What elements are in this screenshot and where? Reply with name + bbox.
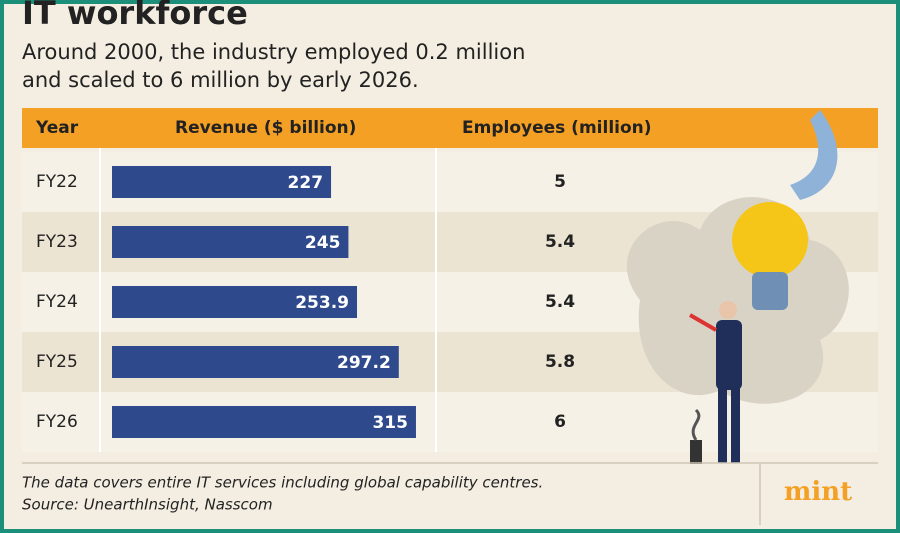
category-label: FY22 xyxy=(36,172,78,192)
source: Source: UnearthInsight, Nasscom xyxy=(22,496,273,514)
category-label: FY23 xyxy=(36,232,78,252)
category-label: FY24 xyxy=(36,292,78,312)
column-header: Employees (million) xyxy=(462,118,652,138)
value-label: 245 xyxy=(305,233,341,253)
value-label: 315 xyxy=(372,413,408,433)
value-label: 297.2 xyxy=(337,353,391,373)
column-header: Year xyxy=(35,118,79,138)
subtitle: Around 2000, the industry employed 0.2 m… xyxy=(22,40,525,64)
employees-value: 5 xyxy=(554,172,566,192)
illustration xyxy=(626,110,849,464)
bar xyxy=(112,226,349,258)
employees-value: 5.4 xyxy=(545,232,575,252)
subtitle: and scaled to 6 million by early 2026. xyxy=(22,68,419,92)
employees-value: 5.8 xyxy=(545,352,575,372)
footnote: The data covers entire IT services inclu… xyxy=(22,474,543,492)
category-label: FY25 xyxy=(36,352,78,372)
bar xyxy=(112,346,399,378)
employees-value: 6 xyxy=(554,412,566,432)
category-label: FY26 xyxy=(36,412,78,432)
column-header: Revenue ($ billion) xyxy=(175,118,356,138)
value-label: 253.9 xyxy=(295,293,349,313)
employees-value: 5.4 xyxy=(545,292,575,312)
bar xyxy=(112,166,332,198)
title: IT workforce xyxy=(22,0,248,32)
bar xyxy=(112,406,416,438)
header-bar xyxy=(22,108,878,148)
value-label: 227 xyxy=(288,173,324,193)
brand-logo: mint xyxy=(784,477,852,507)
bar xyxy=(112,286,358,318)
